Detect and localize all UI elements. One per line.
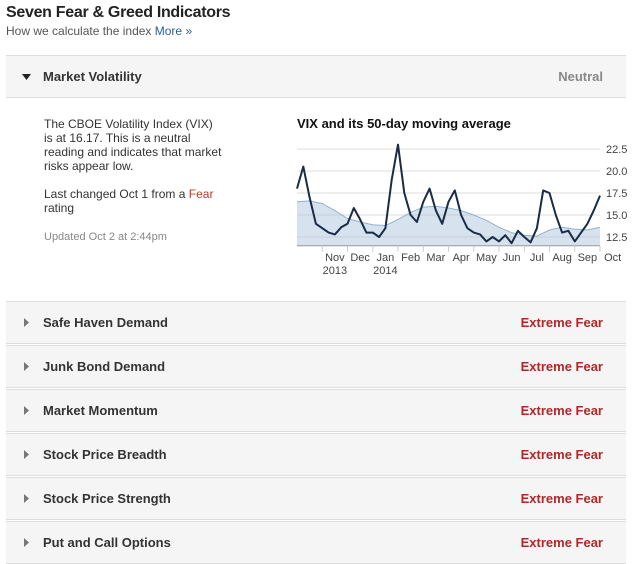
x-tick-label: Sep: [578, 252, 598, 264]
indicator-rating: Extreme Fear: [520, 359, 603, 374]
arrow-shape: [24, 450, 29, 459]
x-tick-label: Aug: [552, 252, 572, 264]
indicator-rating: Extreme Fear: [520, 447, 603, 462]
subtitle-text: How we calculate the index: [6, 24, 152, 38]
x-tick-label: Nov: [325, 252, 345, 264]
indicator-row[interactable]: Junk Bond Demand Extreme Fear: [6, 345, 626, 388]
indicator-row[interactable]: Market Momentum Extreme Fear: [6, 389, 626, 432]
change-suffix: rating: [44, 201, 75, 215]
x-tick-label: Jan: [377, 252, 395, 264]
arrow-shape: [24, 362, 29, 371]
indicator-rating: Extreme Fear: [520, 491, 603, 506]
arrow-shape: [24, 494, 29, 503]
y-tick-label: 17.5: [606, 188, 627, 200]
x-tick-label: Apr: [453, 252, 470, 264]
indicator-row[interactable]: Safe Haven Demand Extreme Fear: [6, 301, 626, 344]
indicator-name: Junk Bond Demand: [43, 359, 166, 374]
toggle-arrow: [22, 74, 31, 80]
y-tick-label: 20.0: [606, 166, 627, 178]
indicator-row[interactable]: Stock Price Strength Extreme Fear: [6, 477, 626, 520]
indicator-row[interactable]: Stock Price Breadth Extreme Fear: [6, 433, 626, 476]
y-tick-label: 22.5: [606, 144, 627, 156]
toggle-arrow: [24, 538, 29, 547]
toggle-arrow: [24, 494, 29, 503]
indicator-rating: Extreme Fear: [520, 403, 603, 418]
vix-line: [296, 143, 601, 245]
x-tick-label: Jul: [530, 252, 544, 264]
arrow-shape: [24, 406, 29, 415]
indicator-rating: Neutral: [558, 69, 603, 84]
toggle-arrow: [24, 362, 29, 371]
y-tick-label: 15.0: [606, 210, 627, 222]
arrow-shape: [22, 74, 31, 80]
x-year-label: 2013: [323, 265, 347, 277]
change-note: Last changed Oct 1 from a Fear rating: [44, 187, 234, 215]
chart-title: VIX and its 50-day moving average: [297, 116, 511, 131]
x-tick-label: Feb: [401, 252, 420, 264]
indicator-name: Stock Price Strength: [43, 491, 171, 506]
indicator-name: Market Volatility: [43, 69, 142, 84]
indicator-name: Safe Haven Demand: [43, 315, 168, 330]
detail-panel: The CBOE Volatility Index (VIX) is at 16…: [6, 97, 626, 301]
indicator-row[interactable]: Put and Call Options Extreme Fear: [6, 521, 626, 564]
page-title: Seven Fear & Greed Indicators: [6, 4, 231, 21]
updated: Updated Oct 2 at 2:44pm: [44, 231, 167, 243]
ma-line: [296, 200, 601, 237]
description: The CBOE Volatility Index (VIX) is at 16…: [44, 117, 222, 173]
vix-chart: VIX and its 50-day moving average 12.5 15…: [296, 116, 627, 277]
x-tick-label: Mar: [426, 252, 445, 264]
x-tick-label: Jun: [503, 252, 521, 264]
change-text: Last changed Oct 1 from a: [44, 187, 186, 201]
x-year-label: 2014: [373, 265, 397, 277]
indicator-name: Market Momentum: [43, 403, 158, 418]
toggle-arrow: [24, 318, 29, 327]
y-tick-label: 12.5: [606, 232, 627, 244]
indicator-name: Stock Price Breadth: [43, 447, 167, 462]
arrow-shape: [24, 318, 29, 327]
x-tick-label: May: [476, 252, 497, 264]
ma-area: [297, 200, 600, 246]
toggle-arrow: [24, 406, 29, 415]
change-from: Fear: [188, 187, 214, 201]
arrow-shape: [24, 538, 29, 547]
x-tick-label: Dec: [350, 252, 370, 264]
x-tick-label: Oct: [604, 252, 621, 264]
indicator-rating: Extreme Fear: [520, 535, 603, 550]
indicator-name: Put and Call Options: [43, 535, 171, 550]
indicator-rating: Extreme Fear: [520, 315, 603, 330]
subtitle: How we calculate the index More »: [6, 24, 192, 38]
toggle-arrow: [24, 450, 29, 459]
indicator-row[interactable]: Market Volatility Neutral: [6, 55, 626, 98]
more-link[interactable]: More »: [154, 24, 193, 38]
